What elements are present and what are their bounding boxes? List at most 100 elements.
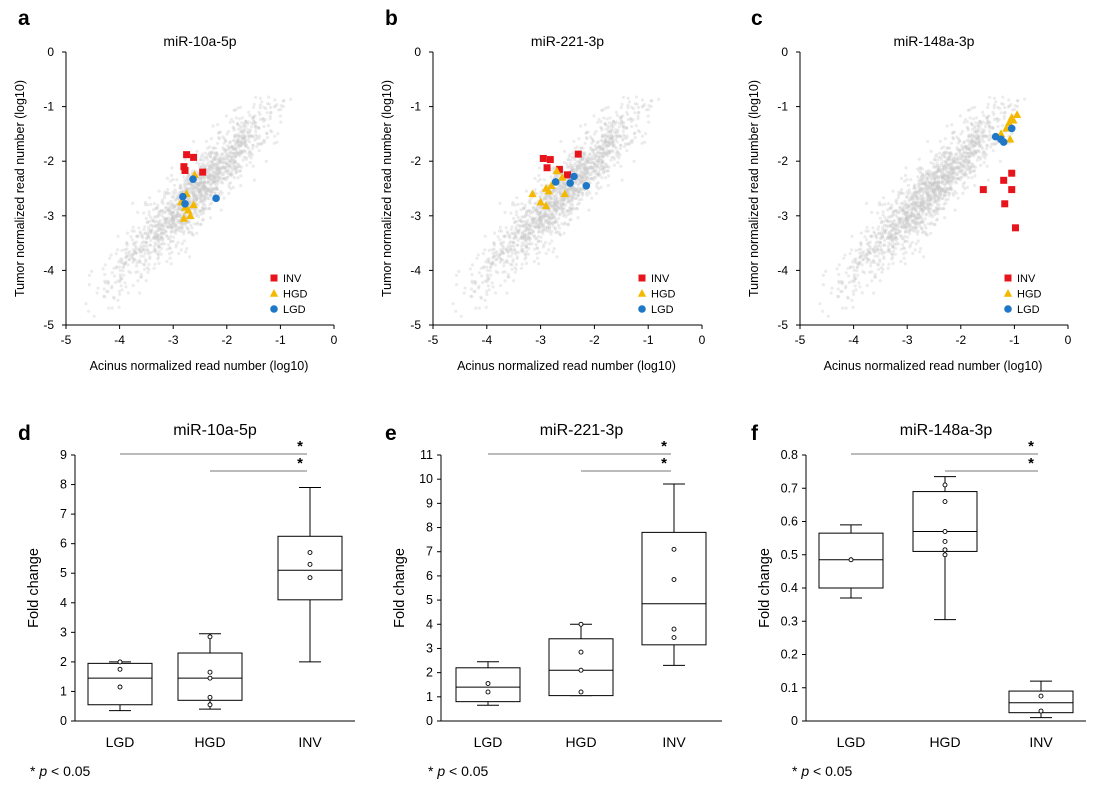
background-point <box>521 206 526 211</box>
background-point <box>612 163 617 167</box>
background-point <box>223 155 227 159</box>
background-point <box>240 141 244 145</box>
background-point <box>178 185 182 189</box>
background-point <box>281 99 285 103</box>
background-point <box>114 266 119 270</box>
background-point <box>164 229 168 234</box>
background-point <box>488 269 492 273</box>
background-point <box>555 201 560 205</box>
background-point <box>165 247 169 251</box>
background-point <box>922 182 926 186</box>
background-point <box>900 188 904 192</box>
background-point <box>151 236 155 240</box>
background-point <box>552 220 557 224</box>
background-point <box>154 230 158 234</box>
background-point <box>544 196 548 200</box>
background-point <box>470 272 474 277</box>
background-point <box>934 200 939 204</box>
background-point <box>216 163 220 167</box>
background-point <box>621 124 626 128</box>
background-point <box>599 120 603 124</box>
background-point <box>934 218 939 222</box>
background-point <box>221 135 225 139</box>
background-point <box>592 166 596 170</box>
background-point <box>236 123 240 127</box>
background-point <box>197 162 201 166</box>
y-tick-label: 2 <box>60 655 67 669</box>
background-point <box>579 174 583 178</box>
background-point <box>200 205 205 210</box>
background-point <box>198 181 203 185</box>
background-point <box>203 151 207 155</box>
background-point <box>227 182 231 186</box>
background-point <box>937 189 941 193</box>
background-point <box>899 176 904 180</box>
background-point <box>541 229 545 233</box>
background-point <box>210 188 214 192</box>
background-point <box>172 183 177 187</box>
background-point <box>239 129 243 133</box>
background-point <box>248 160 252 165</box>
background-point <box>522 233 527 237</box>
background-point <box>590 170 594 174</box>
y-tick-label: 7 <box>60 507 67 521</box>
box-hgd <box>548 621 614 697</box>
background-point <box>498 253 503 257</box>
x-tick-label: -5 <box>61 333 72 347</box>
background-point <box>154 224 158 228</box>
background-point <box>621 126 626 130</box>
background-point <box>126 263 130 267</box>
background-point <box>240 121 244 125</box>
x-tick-label: 0 <box>1065 333 1072 347</box>
background-point <box>206 188 210 192</box>
background-point <box>229 151 233 155</box>
background-point <box>925 190 929 195</box>
background-point <box>139 244 143 248</box>
background-point <box>574 193 578 197</box>
background-point <box>591 148 595 152</box>
chart-title: miR-148a-3p <box>894 33 975 49</box>
background-point <box>597 156 601 160</box>
background-point <box>561 182 565 186</box>
background-point <box>625 126 629 130</box>
background-point <box>208 166 212 170</box>
background-point <box>167 226 171 230</box>
background-point <box>621 114 625 118</box>
y-tick-label: 4 <box>60 596 67 610</box>
background-point <box>191 190 195 195</box>
data-point-inv <box>180 163 188 171</box>
background-point <box>185 178 189 182</box>
background-point <box>210 163 214 167</box>
background-point <box>145 247 149 251</box>
background-point <box>617 152 621 156</box>
x-tick-label: -2 <box>589 333 600 347</box>
background-point <box>524 212 529 216</box>
y-tick-label: 1 <box>426 690 433 704</box>
background-point <box>195 186 199 190</box>
background-point <box>219 160 223 164</box>
background-point <box>553 220 557 224</box>
background-point <box>992 106 996 110</box>
background-point <box>234 116 238 120</box>
background-point <box>242 133 246 137</box>
background-point <box>577 193 581 197</box>
background-point <box>170 166 174 170</box>
background-point <box>554 208 558 212</box>
background-point <box>211 146 215 150</box>
background-point <box>169 224 173 228</box>
background-point <box>963 151 967 155</box>
background-point <box>880 270 884 274</box>
background-point <box>553 203 557 207</box>
background-point <box>521 235 525 239</box>
background-point <box>548 242 552 246</box>
background-point <box>580 176 584 180</box>
background-point <box>182 182 186 187</box>
data-point <box>307 575 313 581</box>
background-point <box>220 177 224 181</box>
background-point <box>159 208 163 213</box>
background-point <box>575 168 579 172</box>
background-point <box>540 230 544 234</box>
background-point <box>606 130 611 134</box>
background-point <box>606 140 610 144</box>
background-point <box>943 137 948 141</box>
